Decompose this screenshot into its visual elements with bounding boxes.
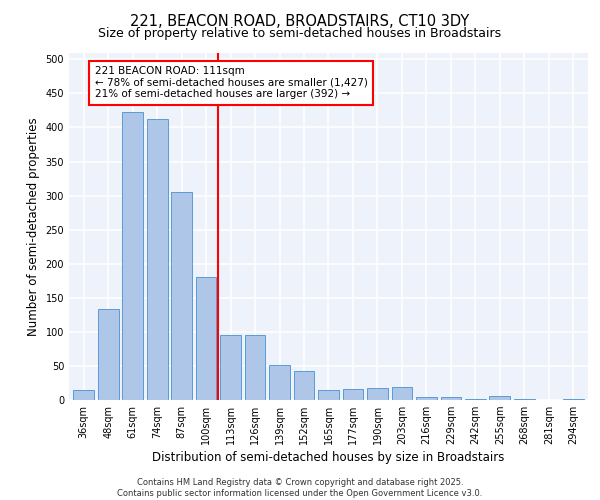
- Bar: [147, 118, 167, 400]
- Bar: [269, 364, 290, 400]
- Text: Contains HM Land Registry data © Crown copyright and database right 2025.
Contai: Contains HM Land Registry data © Crown c…: [118, 478, 482, 498]
- Bar: [293, 372, 314, 400]
- Text: 221 BEACON ROAD: 111sqm
← 78% of semi-detached houses are smaller (1,427)
21% of: 221 BEACON ROAD: 111sqm ← 78% of semi-de…: [95, 66, 368, 100]
- Text: Size of property relative to semi-detached houses in Broadstairs: Size of property relative to semi-detach…: [98, 28, 502, 40]
- Bar: [440, 396, 461, 400]
- Bar: [122, 112, 143, 400]
- Text: 221, BEACON ROAD, BROADSTAIRS, CT10 3DY: 221, BEACON ROAD, BROADSTAIRS, CT10 3DY: [130, 14, 470, 29]
- Bar: [392, 387, 412, 400]
- Bar: [416, 398, 437, 400]
- Bar: [73, 390, 94, 400]
- Bar: [318, 390, 339, 400]
- X-axis label: Distribution of semi-detached houses by size in Broadstairs: Distribution of semi-detached houses by …: [152, 452, 505, 464]
- Bar: [171, 192, 192, 400]
- Bar: [343, 389, 364, 400]
- Bar: [220, 336, 241, 400]
- Y-axis label: Number of semi-detached properties: Number of semi-detached properties: [27, 117, 40, 336]
- Bar: [98, 310, 119, 400]
- Bar: [367, 388, 388, 400]
- Bar: [490, 396, 510, 400]
- Bar: [245, 336, 265, 400]
- Bar: [196, 278, 217, 400]
